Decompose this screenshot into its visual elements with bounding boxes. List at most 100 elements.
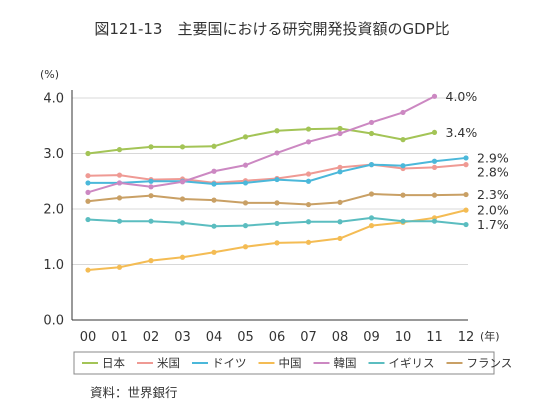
axes: 0.0 1.0 2.0 3.0 4.0 (%) 00 01 02 03 04 05 06 07 08 09 10… xyxy=(40,68,500,345)
x-tick-label: 00 xyxy=(80,330,97,345)
series-ドイツ xyxy=(85,155,469,187)
data-point xyxy=(116,147,123,153)
data-point xyxy=(211,223,217,229)
series-中国 xyxy=(85,207,469,273)
x-tick-label: 12 xyxy=(458,330,475,345)
legend: 日本 米国 ドイツ 中国 韓国 イギリス フランス xyxy=(73,351,513,375)
end-label: 3.4% xyxy=(446,125,478,140)
legend-item: 米国 xyxy=(137,356,180,370)
legend-item: フランス xyxy=(446,356,513,370)
legend-label: 米国 xyxy=(157,356,180,370)
y-unit-label: (%) xyxy=(40,68,59,81)
data-point xyxy=(400,137,406,143)
legend-label: イギリス xyxy=(389,356,435,370)
data-point xyxy=(211,168,217,174)
data-point xyxy=(431,164,438,170)
data-point xyxy=(242,180,249,186)
x-tick-label: 07 xyxy=(300,330,317,345)
end-label: 1.7% xyxy=(477,217,509,232)
data-point xyxy=(305,126,312,132)
data-point xyxy=(337,199,343,205)
x-tick-label: 11 xyxy=(426,330,443,345)
end-label: 2.9% xyxy=(477,150,509,165)
data-point xyxy=(179,179,186,185)
data-point xyxy=(148,258,154,264)
y-tick-label: 2.0 xyxy=(43,203,64,218)
data-point xyxy=(431,218,438,224)
data-point xyxy=(337,235,343,242)
data-point xyxy=(400,218,406,224)
data-point xyxy=(368,162,375,168)
data-point xyxy=(85,180,91,186)
data-point xyxy=(305,239,312,245)
data-point xyxy=(85,173,91,179)
data-point xyxy=(211,197,217,203)
data-point xyxy=(431,93,438,99)
series-フランス xyxy=(85,191,469,208)
legend-label: 日本 xyxy=(102,356,125,370)
legend-box xyxy=(73,351,495,375)
legend-label: 中国 xyxy=(279,356,302,370)
x-tick-label: 06 xyxy=(269,330,286,345)
end-label: 4.0% xyxy=(446,89,478,104)
series-lines xyxy=(85,93,469,273)
data-point xyxy=(179,144,186,150)
data-point xyxy=(116,195,123,201)
x-tick-label: 09 xyxy=(363,330,380,345)
data-point xyxy=(274,200,280,206)
data-point xyxy=(305,201,312,208)
data-point xyxy=(242,244,249,250)
data-point xyxy=(337,169,343,175)
data-point xyxy=(179,196,186,202)
data-point xyxy=(211,249,217,255)
data-point xyxy=(211,181,217,187)
x-tick-label: 10 xyxy=(395,330,412,345)
chart-title: 図121-13 主要国における研究開発投資額のGDP比 xyxy=(94,20,449,38)
data-point xyxy=(85,216,91,223)
data-point xyxy=(85,150,91,157)
y-tick-label: 0.0 xyxy=(43,314,64,329)
data-point xyxy=(305,139,312,145)
data-point xyxy=(148,178,154,184)
data-point xyxy=(242,200,249,206)
end-labels: 4.0% 3.4% 2.9%2.8% 2.3%2.0%1.7% xyxy=(446,89,509,232)
data-point xyxy=(305,178,312,184)
data-point xyxy=(85,189,91,195)
series-韓国 xyxy=(85,93,438,195)
legend-label: フランス xyxy=(467,356,513,370)
data-point xyxy=(242,223,249,229)
series-line xyxy=(87,127,435,155)
end-label: 2.0% xyxy=(477,203,509,218)
data-point xyxy=(148,193,154,199)
data-point xyxy=(305,219,312,225)
y-tick-label: 1.0 xyxy=(43,258,64,273)
x-unit-label: (年) xyxy=(480,329,500,343)
end-label: 2.8% xyxy=(477,164,509,179)
x-tick-label: 02 xyxy=(143,330,160,345)
data-point xyxy=(274,128,280,134)
legend-item: イギリス xyxy=(368,356,435,370)
legend-label: ドイツ xyxy=(212,356,247,370)
series-line xyxy=(87,95,435,194)
y-tick-label: 4.0 xyxy=(43,92,64,107)
data-point xyxy=(211,143,217,149)
data-point xyxy=(337,130,343,137)
data-point xyxy=(116,172,123,178)
data-point xyxy=(368,130,375,137)
data-point xyxy=(431,192,438,198)
data-point xyxy=(274,150,280,156)
data-point xyxy=(116,180,123,186)
data-point xyxy=(179,254,186,260)
legend-item: ドイツ xyxy=(192,356,247,370)
data-point xyxy=(148,184,154,190)
data-point xyxy=(148,144,154,150)
data-point xyxy=(274,176,280,183)
data-point xyxy=(431,158,438,164)
data-point xyxy=(116,264,123,270)
y-tick-label: 3.0 xyxy=(43,147,64,162)
legend-label: 韓国 xyxy=(334,356,357,370)
x-tick-label: 08 xyxy=(332,330,349,345)
x-tick-label: 03 xyxy=(174,330,191,345)
data-point xyxy=(242,162,249,168)
data-point xyxy=(400,192,406,198)
